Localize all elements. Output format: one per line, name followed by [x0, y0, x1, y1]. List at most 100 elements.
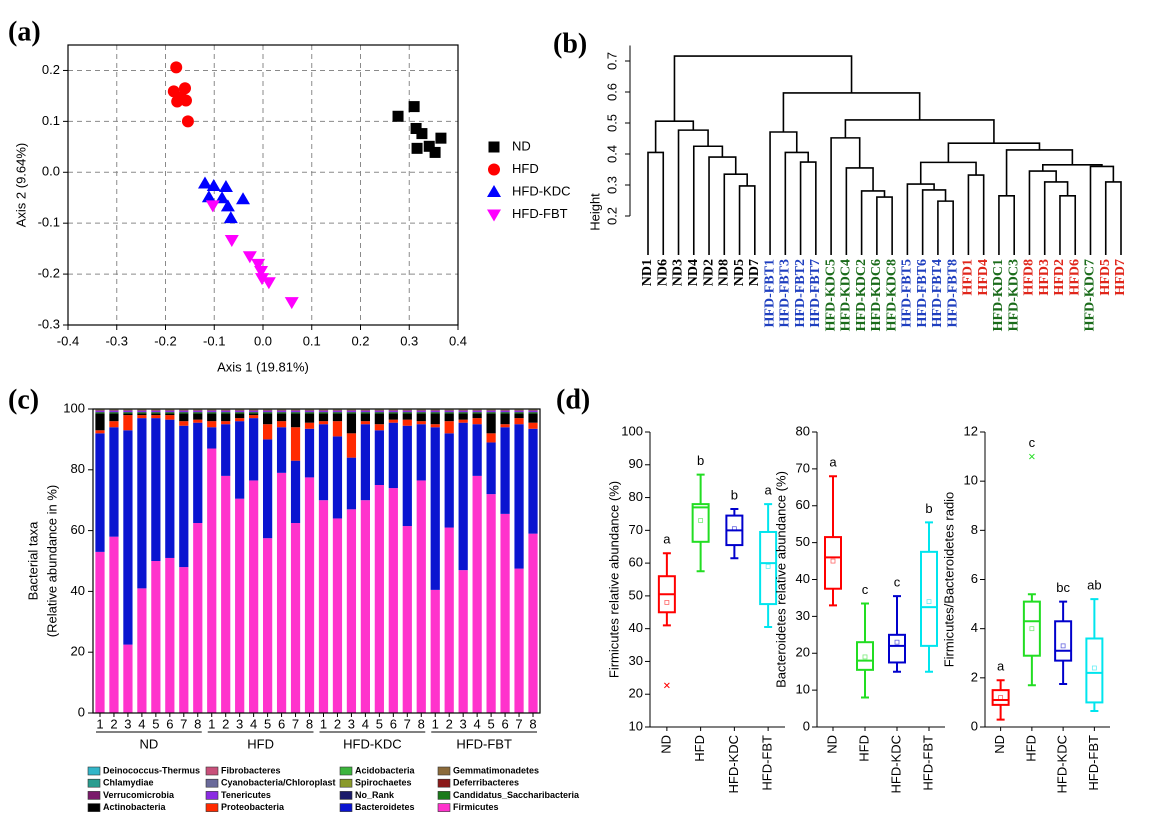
- y-tick-label: 40: [796, 571, 810, 586]
- mean: [862, 654, 868, 660]
- y-tick-label: 30: [796, 608, 810, 623]
- bar-segment: [472, 418, 482, 425]
- x-tick-label: HFD-FBT: [760, 735, 775, 791]
- dendrogram-link: [1089, 165, 1115, 255]
- bar-segment: [374, 410, 384, 411]
- x-tick-label: 7: [180, 716, 187, 731]
- legend-swatch: [87, 803, 101, 812]
- point: [255, 273, 270, 286]
- bar-segment: [123, 410, 133, 413]
- x-tick-label: ND: [992, 735, 1007, 754]
- bar-segment: [318, 412, 329, 414]
- bar-segment: [137, 415, 147, 419]
- bar-segment: [472, 424, 482, 476]
- bar-segment: [360, 413, 371, 422]
- y-tick-label: 100: [621, 423, 643, 438]
- dendrogram-link: [1028, 170, 1057, 255]
- x-tick-label: HFD: [1023, 735, 1038, 762]
- bar-segment: [430, 424, 440, 428]
- bar-segment: [109, 410, 119, 413]
- mean: [664, 600, 670, 605]
- bar-segment: [151, 412, 161, 414]
- point: [423, 140, 435, 152]
- group-label: HFD: [247, 736, 274, 751]
- x-tick-label: 3: [348, 716, 355, 731]
- bar-segment: [207, 427, 217, 449]
- bar-segment: [444, 421, 454, 434]
- bar-segment: [458, 570, 468, 713]
- leaf-label: HFD-FBT2: [793, 259, 808, 327]
- x-tick-label: 8: [194, 716, 201, 731]
- bar-segment: [249, 410, 259, 413]
- bar-segment: [151, 410, 161, 413]
- bar-segment: [360, 412, 371, 414]
- x-tick-label: 1: [96, 716, 103, 731]
- y-tick-label: 0.5: [604, 114, 619, 132]
- leaf-label: HFD6: [1067, 259, 1082, 296]
- y-tick-label: 12: [964, 423, 978, 438]
- leaf-label: HFD-KDC4: [839, 259, 854, 331]
- bar-segment: [207, 448, 217, 713]
- leaf-label: HFD-KDC2: [854, 259, 869, 331]
- bar-segment: [528, 428, 538, 534]
- bar-segment: [346, 509, 357, 713]
- point: [408, 101, 420, 113]
- bar-segment: [318, 500, 329, 713]
- x-tick-label: 2: [110, 716, 117, 731]
- mean: [765, 563, 771, 569]
- legend-label: Acidobacteria: [355, 765, 416, 775]
- bar-segment: [137, 418, 147, 589]
- bar-segment: [332, 413, 343, 422]
- significance-label: c: [1029, 435, 1036, 450]
- leaf-label: ND6: [655, 259, 670, 286]
- bar-segment: [430, 413, 440, 425]
- bar-segment: [276, 410, 287, 413]
- y-tick-label: 60: [629, 555, 643, 570]
- bar-segment: [207, 421, 217, 428]
- bar-segment: [416, 412, 426, 414]
- point: [284, 297, 299, 310]
- y-tick-label: 70: [629, 522, 643, 537]
- y-tick-label: 60: [71, 522, 85, 537]
- bar-segment: [486, 413, 496, 434]
- bar-segment: [207, 412, 217, 414]
- bar-segment: [416, 413, 426, 422]
- dendrogram-link: [947, 142, 1041, 163]
- bar-segment: [444, 433, 454, 528]
- leaf-label: HFD-FBT6: [915, 259, 930, 327]
- legend-swatch: [339, 766, 353, 776]
- x-tick-label: 6: [166, 716, 173, 731]
- x-tick-label: 2: [334, 716, 341, 731]
- bar-segment: [318, 410, 329, 413]
- bar-segment: [109, 412, 119, 414]
- x-tick-label: 2: [446, 716, 453, 731]
- point: [223, 211, 238, 224]
- point: [416, 128, 428, 140]
- legend-label: No_Rank: [355, 790, 395, 800]
- point: [429, 146, 441, 158]
- bar-segment: [430, 589, 440, 713]
- bar-segment: [388, 413, 398, 420]
- y-tick-label: 50: [796, 534, 810, 549]
- bar-segment: [318, 410, 329, 411]
- bar-segment: [402, 410, 412, 413]
- x-tick-label: 8: [529, 716, 536, 731]
- group-label: HFD-KDC: [343, 736, 402, 751]
- bar-segment: [458, 410, 468, 411]
- bar-segment: [430, 410, 440, 411]
- bar-segment: [486, 494, 496, 713]
- x-tick-label: -0.2: [154, 333, 176, 348]
- bar-segment: [402, 413, 412, 420]
- bar-segment: [360, 410, 371, 411]
- bar-segment: [528, 422, 538, 429]
- bar-segment: [332, 421, 343, 437]
- y-tick-label: 0.2: [604, 207, 619, 225]
- bar-segment: [430, 412, 440, 414]
- legend-label: Cyanobacteria/Chloroplast: [221, 778, 336, 788]
- bar-segment: [235, 421, 245, 499]
- bar-segment: [346, 410, 357, 411]
- leaf-label: HFD-KDC5: [823, 259, 838, 331]
- significance-label: c: [894, 575, 901, 590]
- whisker-low: [893, 662, 901, 673]
- y-axis-label: Axis 2 (9.64%): [13, 143, 28, 228]
